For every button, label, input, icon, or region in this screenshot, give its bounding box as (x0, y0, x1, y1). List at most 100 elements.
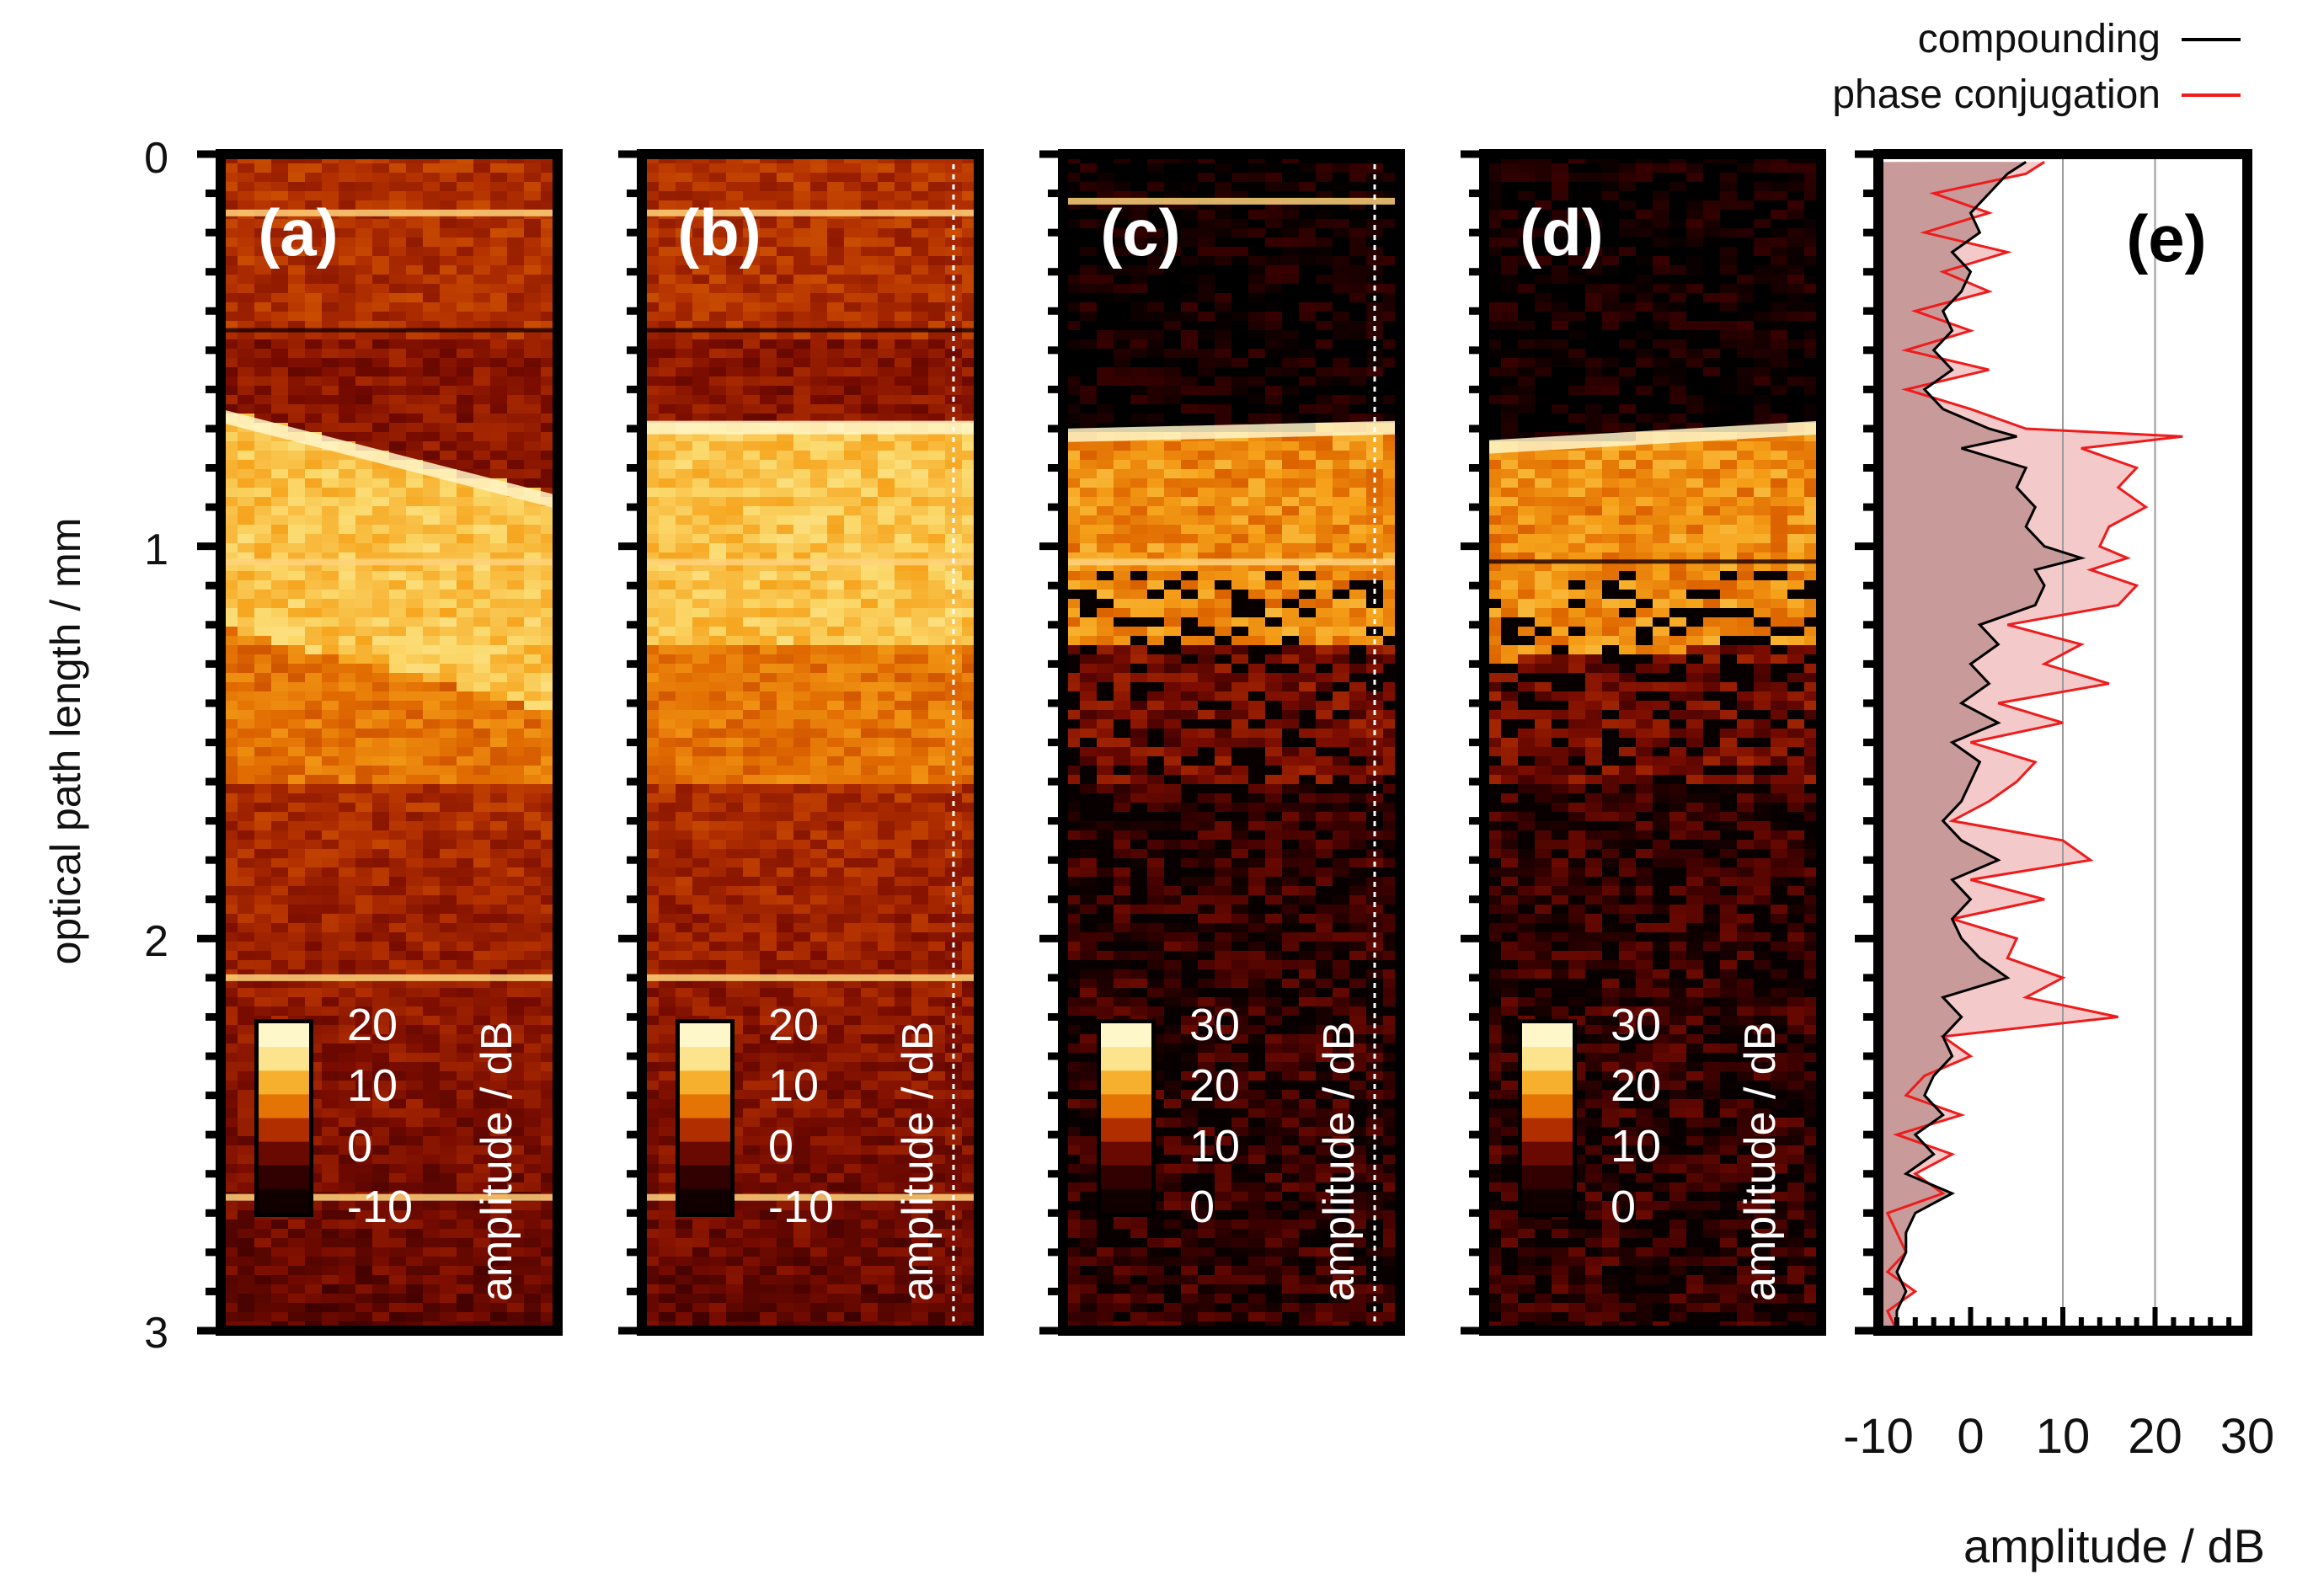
colorbar-segment (259, 1070, 309, 1095)
panel-e: -10 0 10 20 30 amplitude / dB (e) compounding ph… (1832, 17, 2274, 1572)
colorbar-segment (259, 1047, 309, 1071)
bright-line (1063, 197, 1400, 205)
colorbar-segment (680, 1165, 730, 1190)
colorbar-tick-label: 20 (347, 1000, 398, 1050)
colorbar-tick-label: 10 (347, 1060, 398, 1111)
colorbar-segment (1522, 1070, 1573, 1095)
compounding-fill (1878, 162, 2081, 1331)
x-axis-label: amplitude / dB (1963, 1519, 2265, 1572)
x-tick-label: 10 (2036, 1409, 2091, 1464)
interface-band (1063, 420, 1400, 442)
bright-line (221, 209, 558, 216)
colorbar-segment (680, 1118, 730, 1143)
panel-label: (c) (1100, 195, 1180, 270)
dark-line (1484, 559, 1821, 564)
colorbar-tick-label: 30 (1611, 1000, 1661, 1050)
colorbar-segment (259, 1023, 309, 1048)
colorbar-segment (259, 1188, 309, 1214)
colorbar-tick-label: 20 (1611, 1060, 1661, 1111)
x-tick-label: 30 (2220, 1409, 2275, 1464)
image-texture (221, 154, 558, 1332)
colorbar-tick-label: 10 (1611, 1121, 1661, 1172)
colorbar-title: amplitude / dB (1736, 1022, 1785, 1301)
colorbar-tick-label: 30 (1189, 1000, 1240, 1050)
dark-line (221, 328, 558, 333)
y-axis-label: optical path length / mm (42, 518, 89, 965)
colorbar-segment (1101, 1094, 1151, 1118)
colorbar-segment (680, 1023, 730, 1048)
legend: compounding phase conjugation (1832, 17, 2241, 117)
image-panels: (a) 20 10 0 -10 amplitude / dB (b) 20 10 0 -10 ampl… (197, 149, 1826, 1336)
colorbar-segment (1522, 1141, 1573, 1166)
colorbar-tick-label: 0 (347, 1121, 372, 1172)
colorbar-segment (259, 1094, 309, 1118)
colorbar-tick-label: 10 (768, 1060, 819, 1111)
bright-line (642, 209, 979, 216)
image-texture (642, 154, 979, 1332)
colorbar-tick-label: -10 (347, 1182, 413, 1232)
bright-line (221, 558, 558, 566)
panel-frame (216, 149, 563, 1336)
colorbar-segment (1522, 1188, 1573, 1214)
colorbar-segment (1522, 1094, 1573, 1118)
plot-area (1878, 154, 2183, 1331)
dark-line (642, 328, 979, 333)
colorbar-segment (1101, 1141, 1151, 1166)
colorbar-tick-label: 0 (768, 1121, 793, 1172)
colorbar-tick-label: 20 (768, 1000, 819, 1050)
colorbar-tick-label: -10 (768, 1182, 834, 1232)
panel-c: (c) 30 20 10 0 amplitude / dB (1039, 149, 1405, 1336)
colorbar-tick-label: 0 (1611, 1182, 1636, 1232)
interface-band (221, 408, 558, 510)
panel-frame (1058, 149, 1405, 1336)
panel-label: (a) (258, 195, 338, 270)
colorbar-segment (680, 1141, 730, 1166)
bright-line (642, 974, 979, 981)
colorbar-title: amplitude / dB (894, 1022, 943, 1301)
colorbar-title: amplitude / dB (1315, 1022, 1364, 1301)
colorbar-segment (1101, 1165, 1151, 1190)
colorbar-segment (259, 1141, 309, 1166)
colorbar-segment (680, 1047, 730, 1071)
interface-band (642, 420, 979, 435)
image-texture (1484, 154, 1821, 1332)
bright-line (1063, 558, 1400, 566)
colorbar-segment (259, 1165, 309, 1190)
colorbar-segment (1101, 1023, 1151, 1048)
colorbar-segment (1522, 1047, 1573, 1071)
series-line-phase-conjugation (1885, 161, 2183, 1331)
panel-frame (637, 149, 984, 1336)
y-tick-label: 0 (144, 134, 168, 183)
y-tick-labels: 0 1 2 3 (144, 134, 168, 1358)
colorbar-tick-label: 10 (1189, 1121, 1240, 1172)
panel-label: (d) (1520, 195, 1604, 270)
series-line-compounding (1895, 161, 2086, 1331)
panel-b: (b) 20 10 0 -10 amplitude / dB (618, 149, 984, 1336)
x-tick-label: 20 (2128, 1409, 2182, 1464)
bright-line (642, 558, 979, 566)
colorbar-segment (259, 1118, 309, 1143)
y-tick-label: 3 (144, 1309, 168, 1358)
legend-entry: phase conjugation (1832, 72, 2161, 117)
bright-line (642, 1193, 979, 1201)
colorbar-segment (680, 1094, 730, 1118)
panel-a: (a) 20 10 0 -10 amplitude / dB (197, 149, 563, 1336)
colorbar-tick-label: 20 (1189, 1060, 1240, 1111)
x-tick-label: 0 (1957, 1409, 1984, 1464)
panel-frame (1479, 149, 1826, 1336)
colorbar-segment (680, 1070, 730, 1095)
x-tick-label: -10 (1843, 1409, 1914, 1464)
legend-entry: compounding (1918, 17, 2161, 61)
y-tick-label: 1 (144, 526, 168, 574)
interface-band (1484, 420, 1821, 454)
bright-line (221, 974, 558, 981)
colorbar-segment (1522, 1165, 1573, 1190)
colorbar-tick-label: 0 (1189, 1182, 1215, 1232)
bright-line (221, 1193, 558, 1201)
y-tick-label: 2 (144, 917, 168, 966)
colorbar-segment (1101, 1188, 1151, 1214)
panel-label: (e) (2126, 201, 2206, 275)
colorbar-segment (1522, 1118, 1573, 1143)
panel-label: (b) (677, 195, 761, 270)
